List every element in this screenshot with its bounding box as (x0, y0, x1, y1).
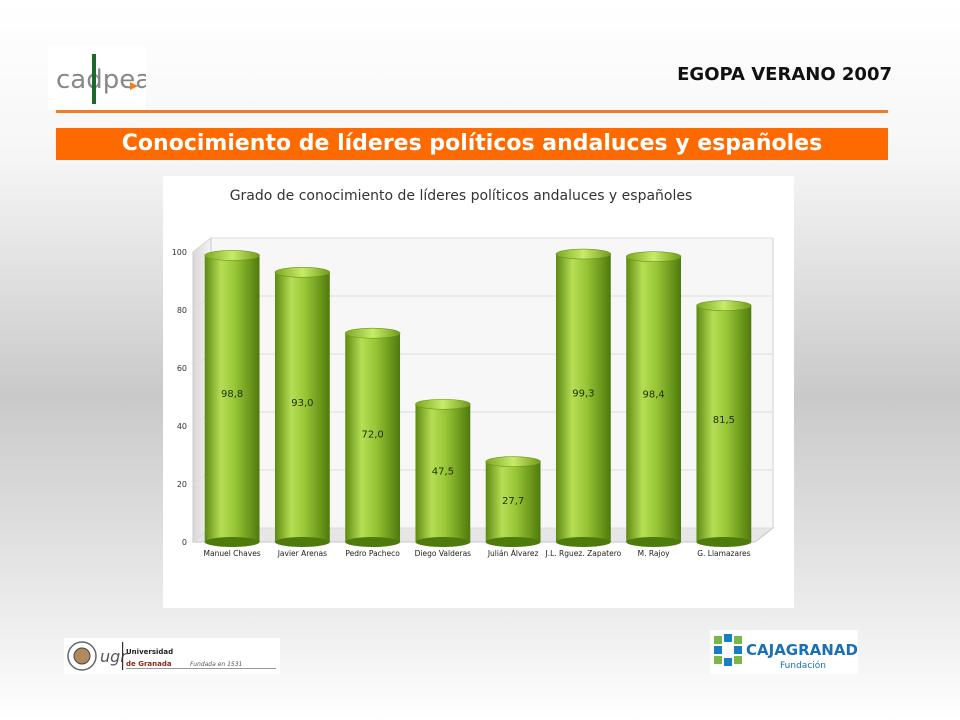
x-category-label: Pedro Pacheco (345, 549, 400, 558)
bar-top (555, 248, 612, 260)
x-category-label: Julián Álvarez (487, 549, 539, 558)
bar (204, 255, 260, 542)
caja-granada-logo: CAJAGRANADA Fundación (710, 630, 870, 674)
x-category-label: J.L. Rguez. Zapatero (545, 549, 622, 558)
university-abbr: ugr (100, 647, 128, 666)
header-rule (56, 110, 888, 113)
bar (555, 254, 611, 542)
bar-value-label: 27,7 (502, 496, 524, 507)
bar-chart: Grado de conocimiento de líderes polític… (172, 188, 775, 558)
bar-value-label: 47,5 (432, 466, 454, 477)
caja-brand: CAJAGRANADA (746, 641, 858, 659)
y-tick-label: 100 (172, 248, 187, 257)
bar-base (274, 537, 330, 547)
caja-sub: Fundación (780, 660, 826, 671)
university-line1: Universidad (126, 648, 173, 656)
bar-value-label: 98,8 (221, 389, 243, 400)
y-tick-label: 20 (177, 480, 187, 489)
bar-base (555, 537, 611, 547)
bar-base (696, 537, 752, 547)
y-tick-label: 60 (177, 364, 187, 373)
bar (696, 305, 752, 542)
y-tick-label: 0 (182, 538, 187, 547)
gridline-side (192, 237, 212, 253)
bar-base (345, 537, 401, 547)
bar-value-label: 99,3 (572, 388, 594, 399)
x-category-label: G. Llamazares (697, 549, 750, 558)
bar (415, 404, 471, 542)
bar-top (274, 267, 331, 278)
bar-value-label: 81,5 (713, 415, 735, 426)
cadpea-logo-arrow (130, 82, 138, 90)
bar (485, 461, 541, 542)
bar-top (485, 456, 541, 467)
bar (345, 333, 401, 542)
bar-value-label: 72,0 (361, 429, 383, 440)
bar-base (485, 537, 541, 547)
bar-top (625, 251, 682, 262)
bar (626, 256, 682, 542)
cadpea-logo-bar (92, 54, 96, 104)
bar (274, 272, 330, 542)
header-title: EGOPA VERANO 2007 (677, 64, 892, 85)
bar-top (415, 398, 471, 410)
bar-top (344, 327, 401, 339)
bar-base (626, 537, 682, 547)
cadpea-logo-text: cadpea (56, 65, 146, 95)
caja-granada-emblem-icon (714, 634, 742, 666)
university-founded: Fundada en 1531 (190, 661, 242, 668)
y-tick-label: 40 (177, 422, 187, 431)
university-seal-center (73, 647, 91, 665)
bar-base (204, 537, 260, 547)
university-underline (126, 668, 276, 669)
chart-title: Grado de conocimiento de líderes polític… (230, 188, 693, 204)
bar-base (415, 537, 471, 547)
x-category-label: Manuel Chaves (204, 549, 261, 558)
x-category-label: M. Rajoy (638, 549, 671, 558)
university-line2: de Granada (126, 660, 172, 668)
y-tick-label: 80 (177, 306, 187, 315)
chart-panel: Grado de conocimiento de líderes polític… (163, 176, 794, 608)
x-category-label: Javier Arenas (277, 549, 327, 558)
bar-value-label: 98,4 (642, 390, 664, 401)
bar-top (204, 250, 260, 261)
university-divider (122, 642, 124, 670)
x-category-label: Diego Valderas (415, 549, 471, 558)
cadpea-logo: cadpea (48, 46, 151, 110)
bar-value-label: 93,0 (291, 398, 313, 409)
university-logo: ugr Universidad de Granada Fundada en 15… (64, 638, 280, 674)
bar-top (696, 300, 752, 311)
banner-title: Conocimiento de líderes políticos andalu… (56, 128, 888, 160)
